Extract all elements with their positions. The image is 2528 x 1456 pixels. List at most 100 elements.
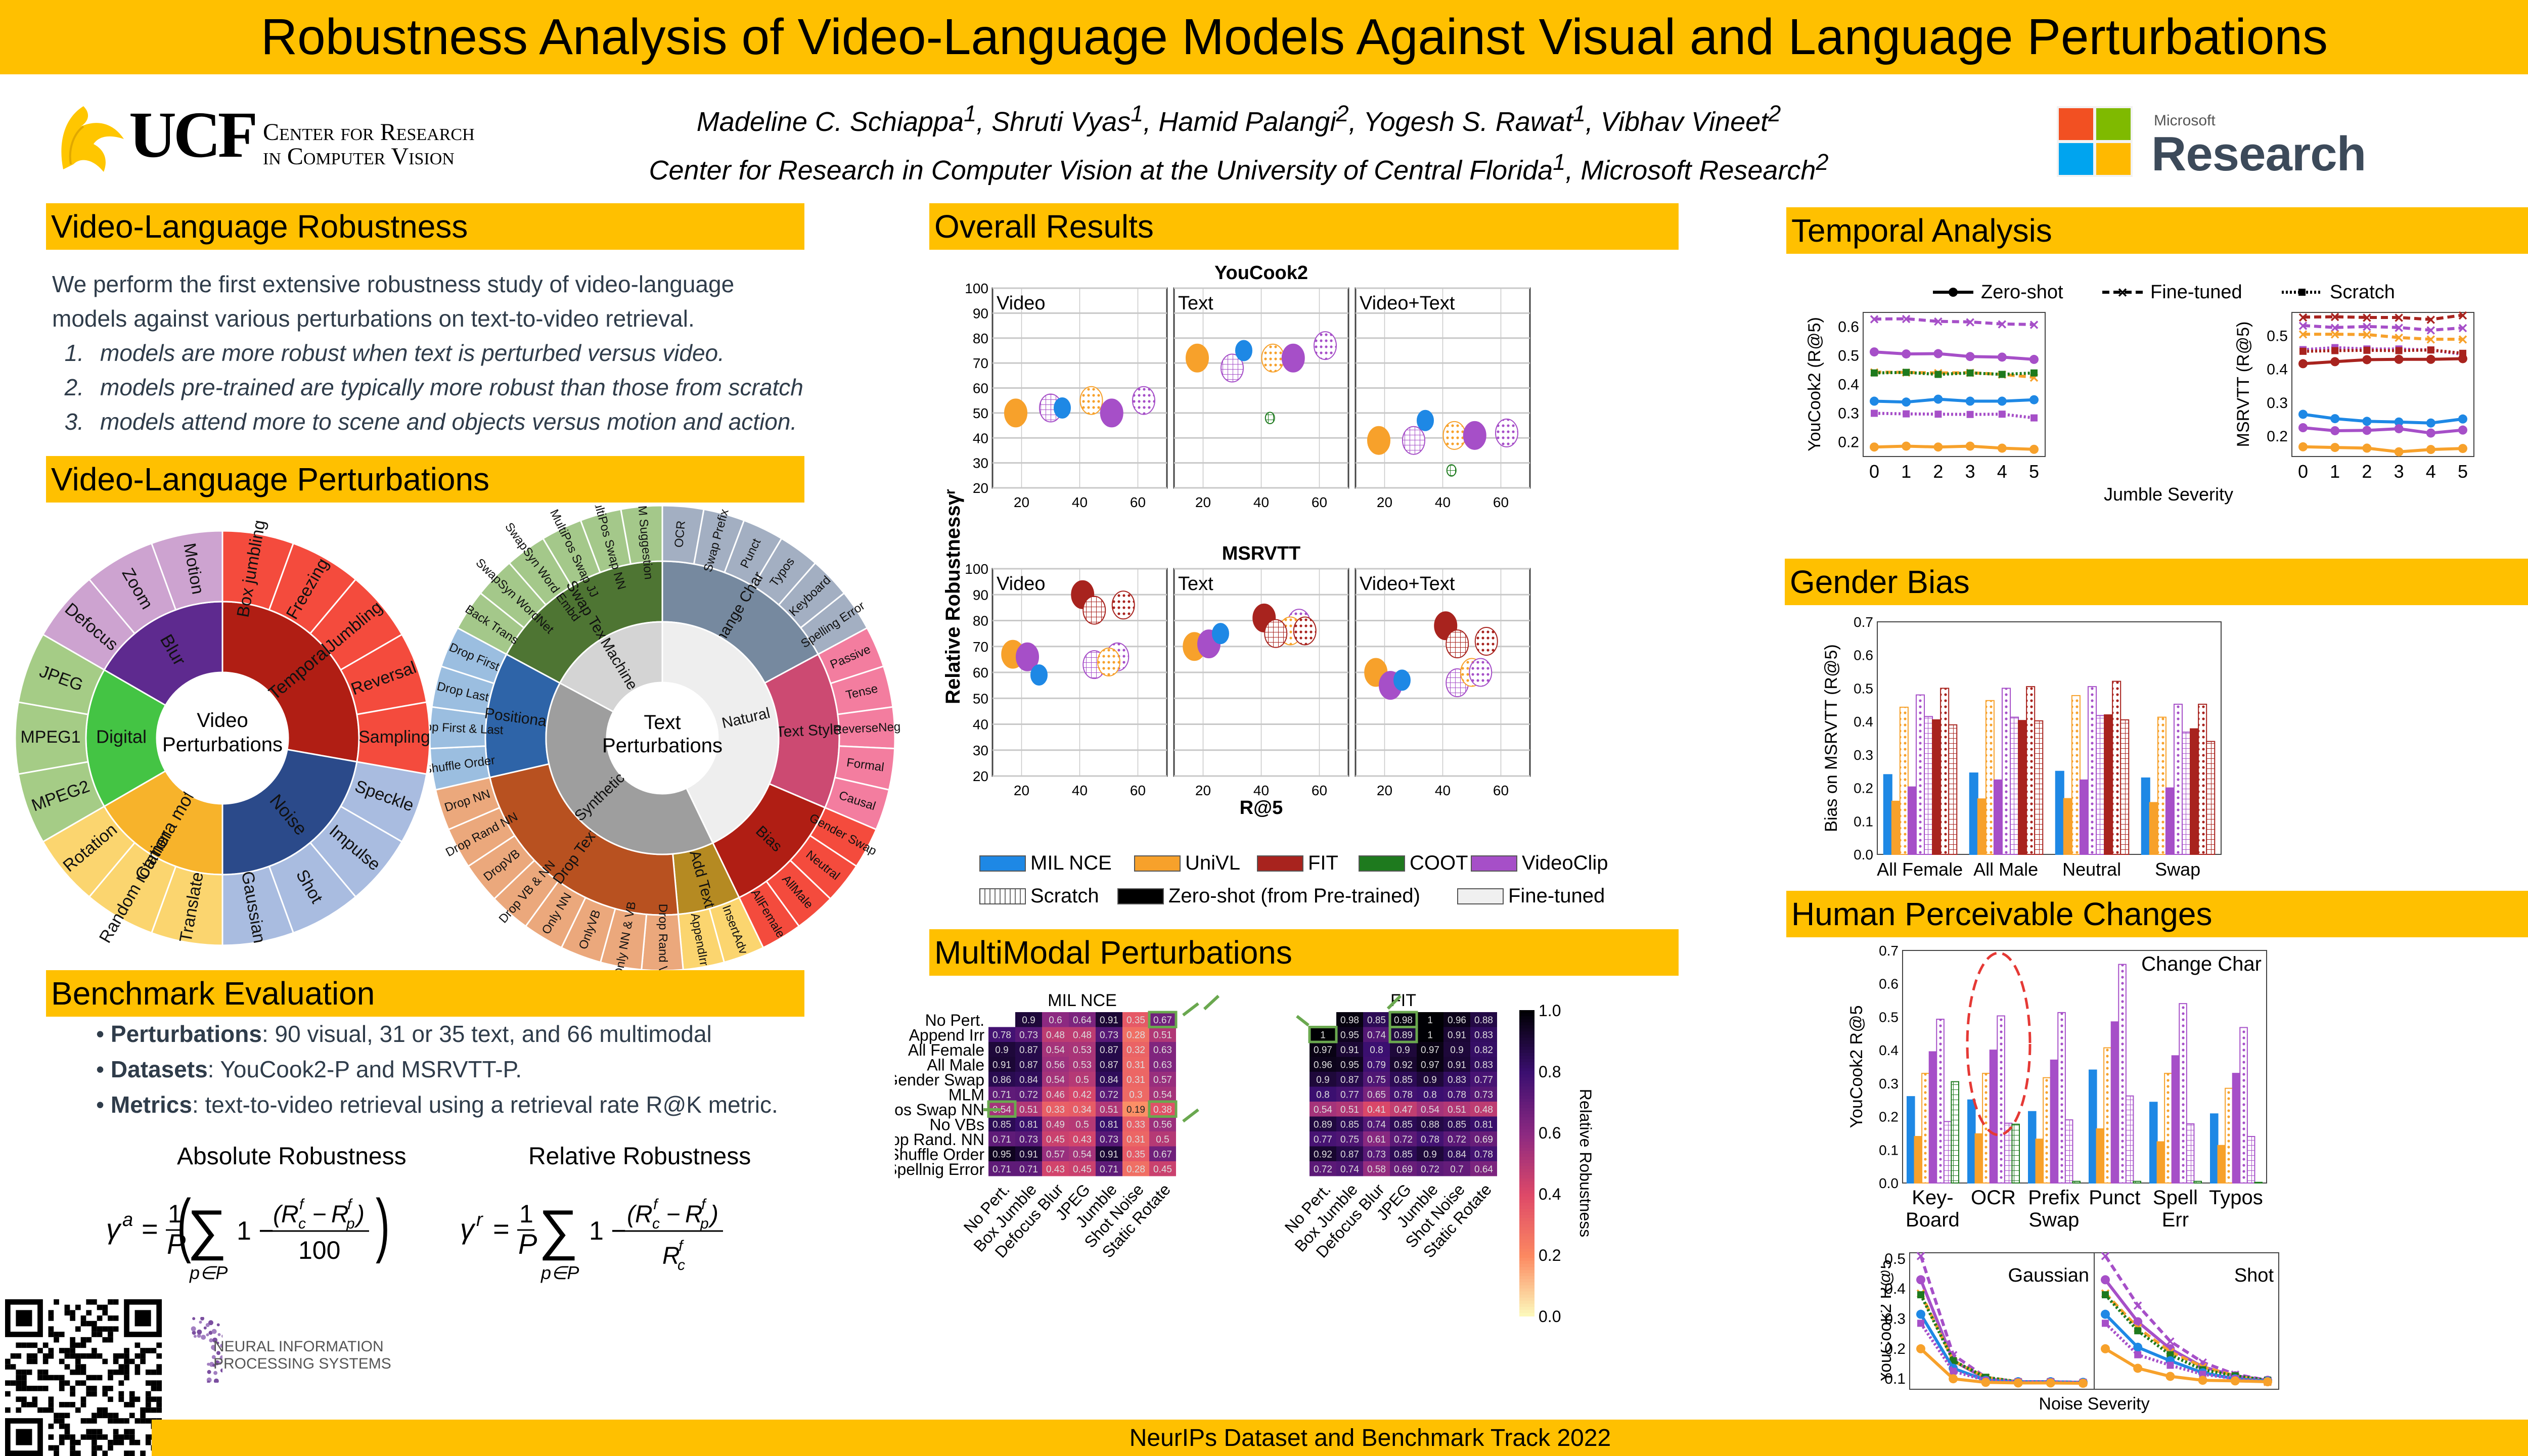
heatmap-cell-value: 0.91	[1340, 1045, 1359, 1056]
section-header-benchmark: Benchmark Evaluation	[46, 970, 804, 1017]
y-tick-label: 100	[965, 281, 988, 296]
qr-module	[86, 1337, 92, 1343]
bar	[2055, 770, 2064, 855]
colorbar-tick: 0.4	[1539, 1185, 1561, 1203]
qr-module	[108, 1332, 113, 1337]
y-tick-label: 0.5	[1854, 680, 1873, 696]
intro-line: We perform the first extensive robustnes…	[52, 271, 735, 297]
neurips-dot	[191, 1326, 196, 1332]
heatmap-row-label: Append Irr	[909, 1026, 985, 1044]
bar	[1940, 688, 1950, 855]
heatmap-cell	[1015, 1116, 1042, 1131]
arrow-icon	[1182, 1108, 1199, 1123]
chart-annotation: Change Char	[2141, 953, 2262, 975]
series-marker: ✕	[2297, 310, 2309, 325]
neurips-dot	[207, 1362, 210, 1366]
series-marker	[1965, 352, 1975, 361]
heatmap-cell-value: 0.78	[1394, 1089, 1413, 1100]
y-tick-label: 0.3	[1838, 405, 1859, 422]
series-marker	[2198, 1376, 2207, 1385]
panel-title: Shot	[2234, 1265, 2274, 1286]
series-marker	[1949, 1374, 1958, 1384]
ucf-logo: UCF Center for Research in Computer Visi…	[53, 96, 559, 177]
series-marker	[2230, 1376, 2240, 1386]
heatmap-cell	[1122, 1102, 1149, 1117]
qr-module	[102, 1450, 108, 1456]
heatmap-cell	[1417, 1161, 1443, 1176]
ms-square-red	[2059, 108, 2093, 140]
bar	[1914, 1136, 1923, 1184]
legend-label: UniVL	[1185, 852, 1240, 874]
heatmap-cell-value: 0.42	[1073, 1089, 1092, 1100]
qr-module	[108, 1299, 113, 1305]
heatmap-cell	[1336, 1146, 1363, 1161]
colorbar-segment	[1519, 1200, 1534, 1204]
heatmap-cell-value: 0.78	[1474, 1149, 1493, 1160]
heatmap-cell-value: 0.41	[1367, 1105, 1386, 1115]
heatmap-cell-value: 0.8	[1370, 1045, 1383, 1056]
qr-module	[59, 1386, 65, 1391]
qr-module	[5, 1358, 11, 1364]
qr-module	[70, 1342, 75, 1348]
x-tick-label: 1	[2330, 461, 2340, 482]
heatmap-cell-value: 0.82	[1474, 1045, 1493, 1056]
neurips-dot	[205, 1323, 210, 1328]
heatmap-cell-value: 0.77	[1314, 1134, 1332, 1145]
svg-text:1: 1	[168, 1200, 182, 1228]
bar	[2103, 1047, 2112, 1184]
colorbar-segment	[1519, 1126, 1534, 1130]
colorbar-segment	[1519, 1184, 1534, 1188]
heatmap-cell	[1015, 1102, 1042, 1117]
heatmap-cell-value: 0.81	[1019, 1119, 1038, 1130]
colorbar-segment	[1519, 1117, 1534, 1121]
neurips-dot	[209, 1338, 213, 1343]
colorbar-segment	[1519, 1251, 1534, 1255]
heatmap-cell	[1336, 1012, 1363, 1027]
y-tick-label: 0.5	[2267, 328, 2288, 344]
series-marker	[2166, 1361, 2174, 1369]
qr-module	[113, 1315, 119, 1321]
y-tick-label: 0.6	[1854, 648, 1873, 663]
heatmap-cell-value: 0.45	[1073, 1164, 1092, 1175]
heatmap-cell	[1096, 1102, 1122, 1117]
series-marker: ✕	[2425, 312, 2436, 328]
qr-module	[32, 1358, 38, 1364]
qr-module	[151, 1396, 157, 1402]
author-affiliation: 2	[1768, 101, 1781, 126]
qr-module	[48, 1348, 54, 1353]
scatter-block-title: YouCook2	[1214, 262, 1308, 284]
qr-module	[97, 1353, 103, 1359]
heatmap-cell	[988, 1146, 1015, 1161]
bar	[1969, 772, 1978, 855]
neurips-dot	[216, 1323, 220, 1327]
neurips-dot	[203, 1326, 207, 1330]
heatmap-cell-value: 0.84	[1100, 1075, 1118, 1085]
colorbar-segment	[1519, 1016, 1534, 1020]
qr-module	[118, 1369, 124, 1375]
heatmap-cell-value: 0.95	[1340, 1030, 1359, 1040]
neurips-dot	[208, 1320, 213, 1326]
heatmap-cell	[1443, 1027, 1470, 1042]
scatter-point	[1265, 412, 1275, 424]
heatmap-cell-value: 0.71	[1019, 1164, 1038, 1175]
colorbar-segment	[1519, 1022, 1534, 1026]
qr-module	[129, 1358, 135, 1364]
relative-robustness-label: Relative Robustness	[528, 1143, 751, 1170]
heatmap-cell	[1470, 1146, 1497, 1161]
qr-code[interactable]	[5, 1299, 162, 1456]
author-sep: ,	[1348, 107, 1364, 137]
bar	[2010, 716, 2019, 855]
bar	[1891, 800, 1901, 855]
qr-module	[70, 1369, 75, 1375]
heatmap-cell	[1122, 1042, 1149, 1057]
colorbar-segment	[1519, 1089, 1534, 1094]
svg-text:p∈P: p∈P	[189, 1262, 228, 1283]
series-marker	[1933, 394, 1943, 404]
scatter-point	[1393, 669, 1411, 691]
series-marker	[1903, 410, 1910, 418]
heatmap-cell	[1390, 1042, 1417, 1057]
series-marker	[2013, 1378, 2023, 1388]
bar	[2035, 1139, 2044, 1184]
heatmap-cell	[1443, 1161, 1470, 1176]
qr-module	[108, 1326, 113, 1332]
